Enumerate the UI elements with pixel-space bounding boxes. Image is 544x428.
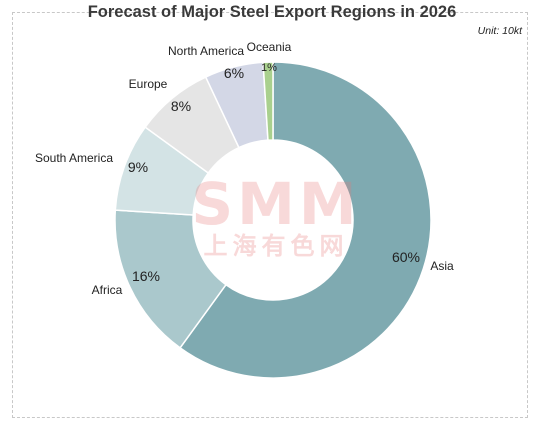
chart-title: Forecast of Major Steel Export Regions i… [87, 3, 457, 21]
chart-frame [12, 12, 528, 418]
slice-asia [179, 61, 432, 379]
unit-label: Unit: 10kt [477, 25, 522, 37]
category-label-europe: Europe [129, 77, 168, 91]
slice-oceania [262, 61, 274, 141]
slice-africa [114, 209, 228, 349]
category-label-south-america: South America [35, 151, 113, 165]
category-label-north-america: North America [168, 44, 244, 58]
value-label-europe: 8% [171, 98, 191, 114]
value-label-oceania: 1% [261, 62, 277, 74]
value-label-south-america: 9% [128, 159, 148, 175]
value-label-asia: 60% [392, 249, 420, 265]
category-label-oceania: Oceania [247, 40, 292, 54]
category-label-asia: Asia [430, 259, 454, 273]
category-label-africa: Africa [92, 283, 123, 297]
value-label-north-america: 6% [224, 65, 244, 81]
value-label-africa: 16% [132, 268, 160, 284]
